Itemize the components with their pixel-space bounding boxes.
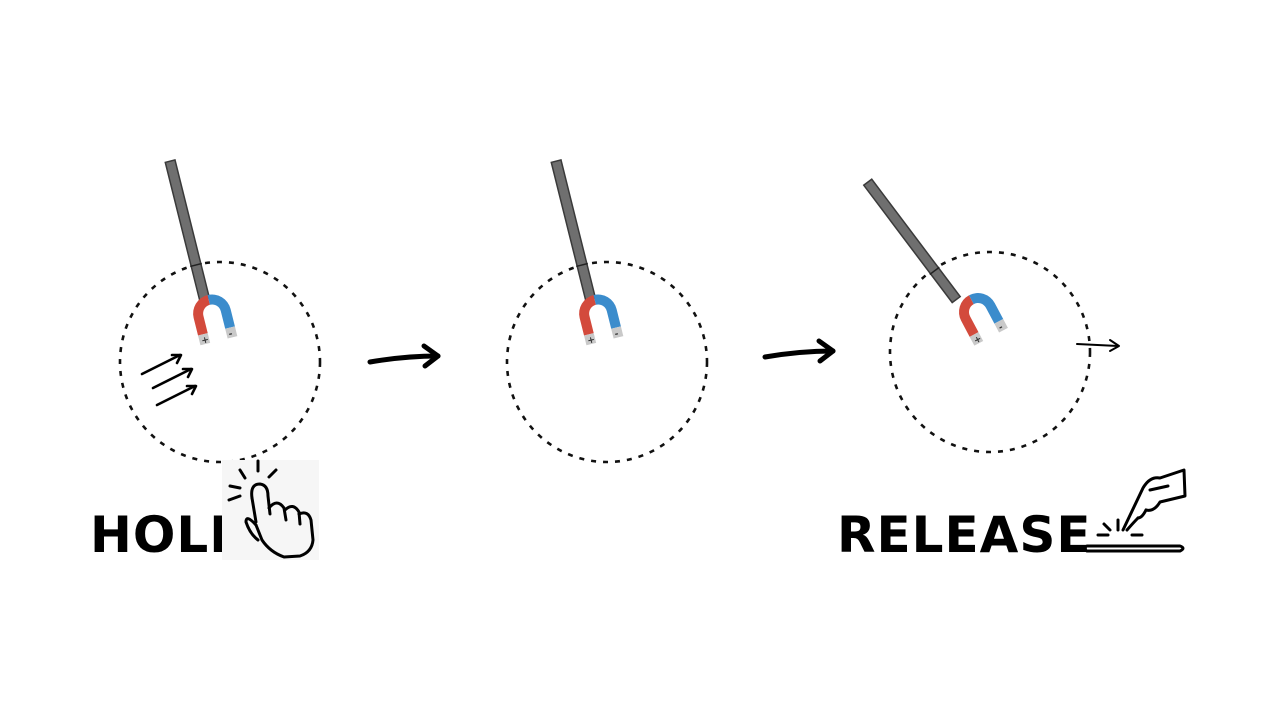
rod-3 [862, 178, 962, 304]
magnet-1: + - [189, 290, 238, 347]
stage-3-release: + - [862, 178, 1120, 454]
finger-release-tap-icon [1082, 468, 1187, 553]
stage-1-hold: + - [118, 159, 322, 464]
field-ring-2 [505, 260, 709, 464]
motion-arrows [140, 353, 198, 407]
svg-text:+: + [586, 335, 596, 347]
hand-tap-hold-icon [222, 459, 319, 560]
outward-arrow [1076, 339, 1120, 352]
svg-text:-: - [997, 323, 1005, 334]
magnet-3: + - [952, 286, 1008, 346]
magnet-2: + - [575, 290, 624, 347]
svg-text:+: + [200, 335, 210, 347]
stage-2-magnetized: + - [505, 159, 709, 464]
transition-arrow-1 [367, 343, 441, 369]
rod-2 [550, 159, 597, 302]
release-label: RELEASE [837, 506, 1092, 564]
rod-1 [164, 159, 211, 302]
svg-text:-: - [228, 329, 234, 340]
transition-arrow-2 [762, 338, 836, 364]
svg-text:-: - [614, 329, 620, 340]
svg-text:+: + [972, 334, 983, 346]
field-ring-1 [118, 260, 322, 464]
field-ring-3 [888, 250, 1092, 454]
